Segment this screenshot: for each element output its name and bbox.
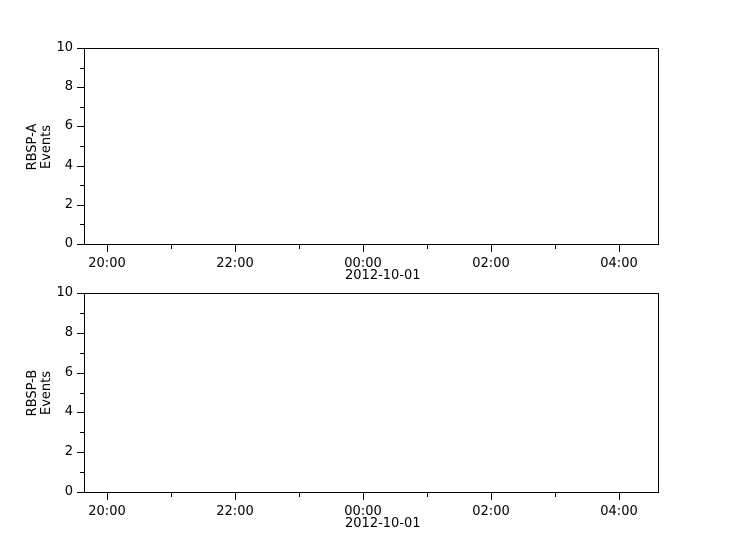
y-axis-tick — [77, 166, 84, 167]
x-tick-label: 02:00 — [472, 256, 510, 271]
y-axis-tick — [77, 205, 84, 206]
y-axis-minor-tick — [80, 432, 84, 433]
x-axis-minor-tick — [427, 493, 428, 497]
y-tick-label: 2 — [64, 444, 73, 459]
y-axis-tick — [77, 412, 84, 413]
y-axis-tick — [77, 492, 84, 493]
x-axis-minor-tick — [171, 493, 172, 497]
x-date-label: 2012-10-01 — [345, 268, 421, 283]
x-axis-tick — [235, 493, 236, 500]
y-axis-tick — [77, 333, 84, 334]
x-axis-tick — [107, 245, 108, 252]
x-axis-tick — [491, 493, 492, 500]
x-axis-tick — [107, 493, 108, 500]
y-tick-label: 2 — [64, 197, 73, 212]
y-axis-minor-tick — [80, 146, 84, 147]
x-axis-tick — [235, 245, 236, 252]
x-tick-label: 22:00 — [216, 504, 254, 519]
x-tick-label: 20:00 — [88, 504, 126, 519]
x-axis-minor-tick — [427, 245, 428, 249]
y-tick-label: 4 — [64, 404, 73, 419]
y-tick-label: 4 — [64, 158, 73, 173]
x-axis-minor-tick — [555, 493, 556, 497]
y-tick-label: 6 — [64, 118, 73, 133]
y-axis-minor-tick — [80, 68, 84, 69]
y-axis-title: RBSP-B Events — [25, 293, 54, 493]
x-axis-tick — [619, 493, 620, 500]
x-axis-tick — [363, 493, 364, 500]
x-axis-minor-tick — [555, 245, 556, 249]
y-axis-title-line: Events — [39, 371, 54, 416]
plot-area — [84, 48, 659, 245]
x-axis-tick — [491, 245, 492, 252]
y-axis-tick — [77, 373, 84, 374]
y-tick-label: 0 — [64, 484, 73, 499]
y-tick-label: 0 — [64, 236, 73, 251]
y-axis-minor-tick — [80, 353, 84, 354]
y-axis-tick — [77, 452, 84, 453]
y-axis-tick — [77, 293, 84, 294]
x-tick-label: 00:00 — [344, 256, 382, 271]
y-axis-minor-tick — [80, 107, 84, 108]
x-tick-label: 04:00 — [600, 256, 638, 271]
x-axis-minor-tick — [299, 245, 300, 249]
y-axis-tick — [77, 244, 84, 245]
y-axis-title-line: RBSP-B — [25, 369, 40, 417]
y-tick-label: 10 — [56, 40, 73, 55]
y-tick-label: 8 — [64, 325, 73, 340]
y-axis-minor-tick — [80, 393, 84, 394]
y-axis-minor-tick — [80, 224, 84, 225]
y-axis-minor-tick — [80, 472, 84, 473]
y-axis-minor-tick — [80, 313, 84, 314]
x-axis-tick — [619, 245, 620, 252]
y-axis-tick — [77, 126, 84, 127]
x-date-label: 2012-10-01 — [345, 516, 421, 531]
y-axis-tick — [77, 87, 84, 88]
x-tick-label: 22:00 — [216, 256, 254, 271]
x-tick-label: 02:00 — [472, 504, 510, 519]
x-axis-minor-tick — [299, 493, 300, 497]
y-axis-tick — [77, 48, 84, 49]
x-axis-minor-tick — [171, 245, 172, 249]
y-axis-minor-tick — [80, 185, 84, 186]
y-tick-label: 8 — [64, 79, 73, 94]
plot-area — [84, 293, 659, 493]
x-tick-label: 20:00 — [88, 256, 126, 271]
x-axis-tick — [363, 245, 364, 252]
x-tick-label: 04:00 — [600, 504, 638, 519]
y-tick-label: 10 — [56, 285, 73, 300]
x-tick-label: 00:00 — [344, 504, 382, 519]
y-tick-label: 6 — [64, 365, 73, 380]
